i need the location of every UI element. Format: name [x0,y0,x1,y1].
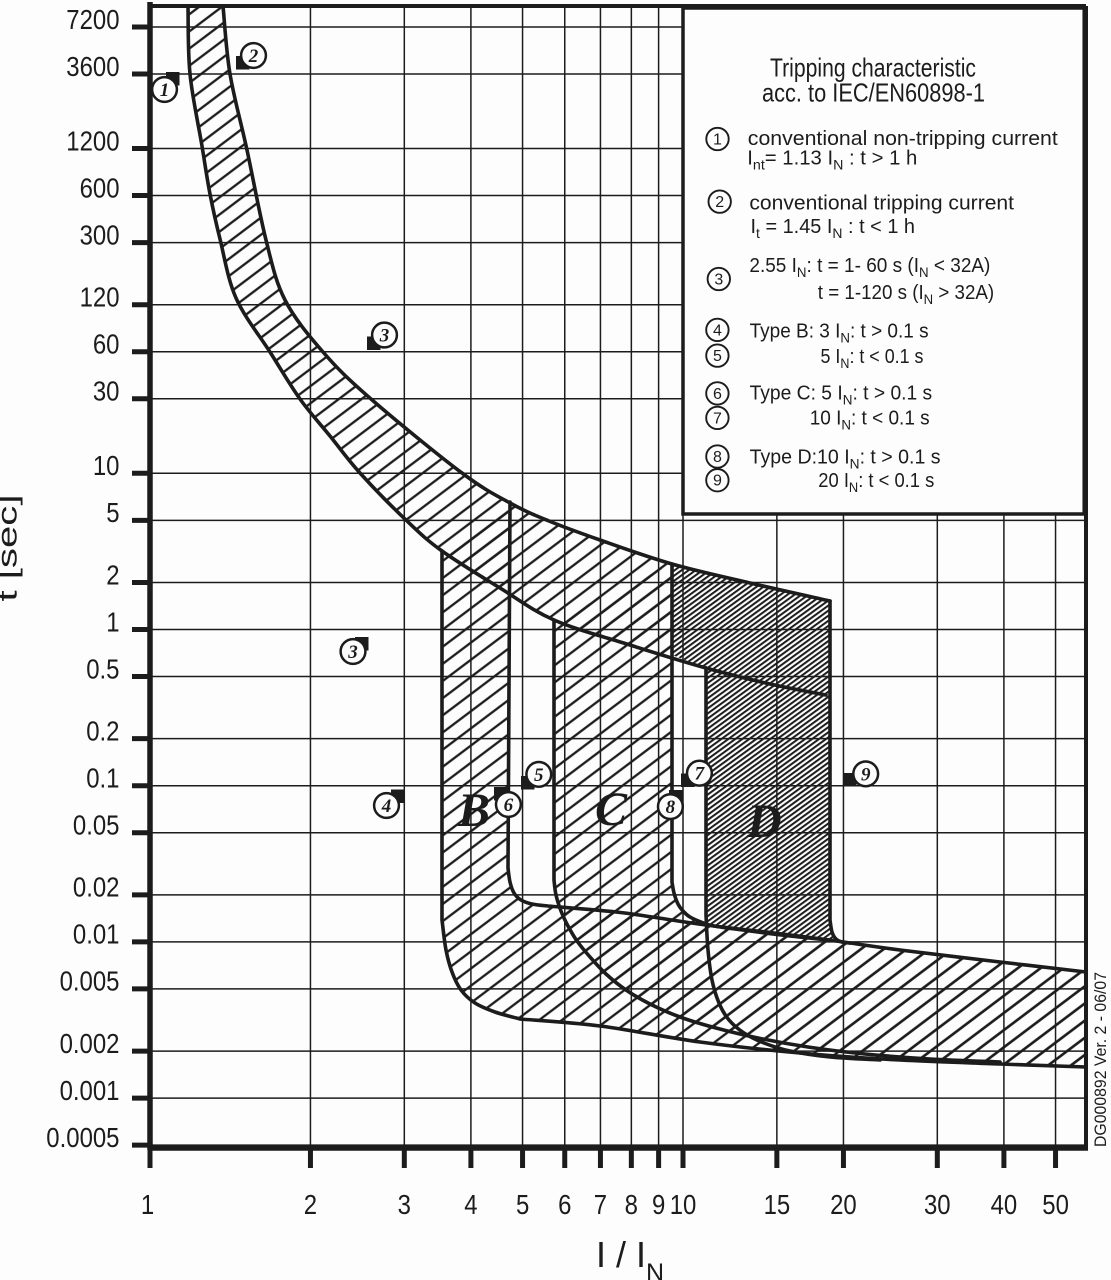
svg-text:D: D [746,795,782,848]
svg-text:1: 1 [713,132,722,149]
svg-text:3600: 3600 [66,51,119,82]
svg-text:8: 8 [666,797,676,818]
svg-text:Type D:10 IN: t > 0.1 s: Type D:10 IN: t > 0.1 s [750,446,941,471]
svg-text:DG000892 Ver. 2 - 06/07: DG000892 Ver. 2 - 06/07 [1091,972,1110,1147]
svg-text:300: 300 [80,219,120,250]
svg-text:t [sec]: t [sec] [0,495,23,602]
svg-text:conventional tripping current: conventional tripping current [749,193,1014,215]
svg-text:B: B [457,784,490,837]
svg-text:4: 4 [381,796,392,817]
svg-text:1200: 1200 [66,125,119,156]
svg-text:30: 30 [924,1189,951,1220]
svg-text:2.55 IN: t = 1- 60 s (IN < 32A: 2.55 IN: t = 1- 60 s (IN < 32A) [749,255,990,280]
svg-text:5: 5 [106,497,119,528]
svg-text:1: 1 [160,80,170,101]
svg-text:30: 30 [93,376,120,407]
svg-text:3: 3 [379,326,390,347]
svg-text:0.005: 0.005 [60,966,120,997]
svg-text:0.02: 0.02 [73,872,120,903]
svg-text:Type B: 3 IN: t > 0.1 s: Type B: 3 IN: t > 0.1 s [750,320,929,345]
svg-text:t = 1-120 s (IN > 32A): t = 1-120 s (IN > 32A) [818,282,994,307]
svg-text:1: 1 [106,606,119,637]
svg-text:0.5: 0.5 [86,653,119,684]
svg-text:3: 3 [347,642,358,663]
svg-text:7200: 7200 [66,4,119,35]
svg-text:Type C: 5 IN: t > 0.1 s: Type C: 5 IN: t > 0.1 s [750,383,933,408]
svg-text:2: 2 [715,194,724,211]
svg-text:15: 15 [764,1189,791,1220]
svg-text:50: 50 [1042,1189,1069,1220]
svg-text:conventional non-tripping curr: conventional non-tripping current [748,128,1058,150]
svg-text:0.001: 0.001 [60,1075,120,1106]
svg-text:9: 9 [652,1189,665,1220]
svg-text:0.05: 0.05 [73,810,120,841]
svg-text:9: 9 [861,764,871,785]
svg-text:5: 5 [713,348,722,365]
svg-text:7: 7 [713,410,722,427]
svg-text:120: 120 [80,282,120,313]
svg-text:9: 9 [713,473,722,490]
svg-text:C: C [595,783,628,836]
svg-text:Int= 1.13 IN : t > 1 h: Int= 1.13 IN : t > 1 h [747,148,917,173]
svg-text:2: 2 [106,559,119,590]
svg-text:0.0005: 0.0005 [46,1122,119,1153]
svg-text:10: 10 [93,450,120,481]
svg-text:0.01: 0.01 [73,919,120,950]
svg-text:0.1: 0.1 [86,763,119,794]
svg-text:600: 600 [80,172,120,203]
svg-text:20 IN: t < 0.1 s: 20 IN: t < 0.1 s [818,470,934,495]
svg-text:6: 6 [504,795,514,816]
svg-text:60: 60 [93,329,120,360]
svg-text:7: 7 [594,1189,607,1220]
svg-text:5 IN: t < 0.1 s: 5 IN: t < 0.1 s [821,346,924,371]
svg-text:3: 3 [714,272,723,289]
svg-text:2: 2 [304,1189,317,1220]
svg-text:20: 20 [830,1189,857,1220]
svg-text:40: 40 [991,1189,1018,1220]
svg-text:5: 5 [534,765,544,786]
svg-text:7: 7 [695,764,706,785]
svg-text:acc. to IEC/EN60898-1: acc. to IEC/EN60898-1 [762,78,985,108]
svg-text:3: 3 [398,1189,411,1220]
svg-text:6: 6 [558,1189,571,1220]
svg-text:8: 8 [713,449,722,466]
svg-text:6: 6 [713,386,722,403]
svg-text:8: 8 [625,1189,638,1220]
svg-text:5: 5 [516,1189,529,1220]
svg-text:0.2: 0.2 [86,716,119,747]
svg-text:Tripping characteristic: Tripping characteristic [770,53,976,83]
svg-text:2: 2 [248,46,259,67]
svg-text:4: 4 [713,322,722,339]
svg-text:1: 1 [141,1189,154,1220]
svg-text:0.002: 0.002 [60,1028,120,1059]
svg-text:10 IN: t < 0.1 s: 10 IN: t < 0.1 s [810,408,930,433]
svg-text:4: 4 [464,1189,477,1220]
svg-text:10: 10 [670,1189,697,1220]
